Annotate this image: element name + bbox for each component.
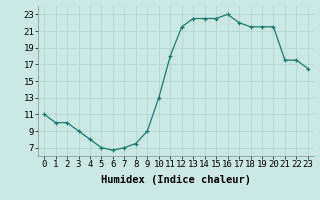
X-axis label: Humidex (Indice chaleur): Humidex (Indice chaleur) — [101, 175, 251, 185]
